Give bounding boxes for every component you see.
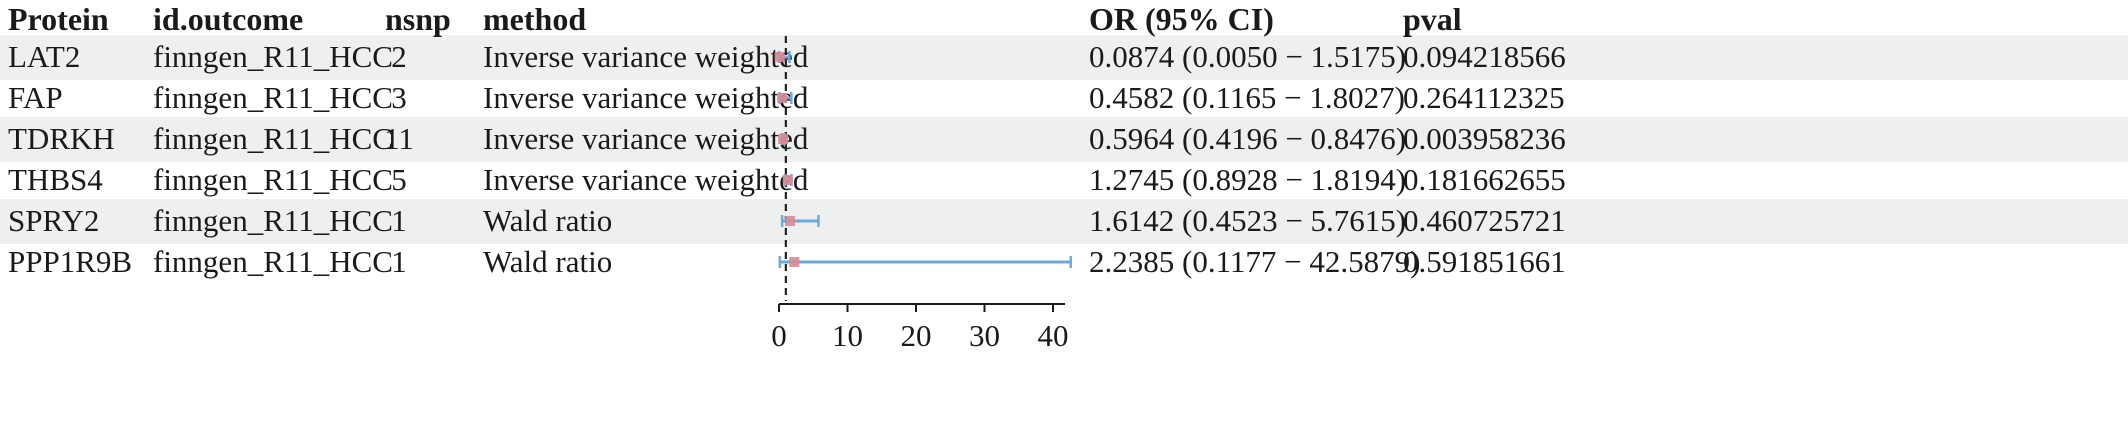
cell-protein: TDRKH (8, 121, 115, 156)
cell-method: Wald ratio (483, 203, 613, 238)
header-id-outcome: id.outcome (153, 1, 304, 37)
cell-or-ci: 1.6142 (0.4523 − 5.7615) (1089, 203, 1407, 238)
cell-id-outcome: finngen_R11_HCC (153, 162, 393, 197)
cell-nsnp: 2 (391, 39, 407, 74)
cell-nsnp: 11 (384, 121, 414, 156)
cell-method: Inverse variance weighted (483, 39, 809, 74)
cell-id-outcome: finngen_R11_HCC (153, 244, 393, 279)
point-estimate (785, 216, 796, 226)
cell-pval: 0.460725721 (1403, 203, 1566, 238)
cell-protein: PPP1R9B (8, 244, 133, 279)
cell-protein: FAP (8, 80, 63, 115)
cell-pval: 0.003958236 (1403, 121, 1566, 156)
header-nsnp: nsnp (385, 1, 451, 37)
cell-nsnp: 1 (391, 244, 407, 279)
cell-id-outcome: finngen_R11_HCC (153, 203, 393, 238)
cell-nsnp: 1 (391, 203, 407, 238)
x-tick-label: 10 (832, 318, 863, 353)
cell-pval: 0.264112325 (1403, 80, 1565, 115)
cell-method: Inverse variance weighted (483, 121, 809, 156)
point-estimate (789, 257, 800, 267)
cell-protein: THBS4 (8, 162, 103, 197)
cell-id-outcome: finngen_R11_HCC (153, 39, 393, 74)
x-tick-label: 40 (1038, 318, 1069, 353)
cell-or-ci: 2.2385 (0.1177 − 42.5879) (1089, 244, 1421, 279)
row-band (0, 116, 2128, 162)
cell-method: Inverse variance weighted (483, 162, 809, 197)
cell-nsnp: 3 (391, 80, 407, 115)
cell-pval: 0.181662655 (1403, 162, 1566, 197)
cell-method: Wald ratio (483, 244, 613, 279)
header-or-ci: OR (95% CI) (1089, 1, 1274, 37)
point-estimate (774, 52, 785, 62)
cell-id-outcome: finngen_R11_HCC (153, 80, 393, 115)
cell-or-ci: 0.4582 (0.1165 − 1.8027) (1089, 80, 1405, 115)
cell-or-ci: 0.0874 (0.0050 − 1.5175) (1089, 39, 1407, 74)
point-estimate (777, 93, 788, 103)
cell-protein: SPRY2 (8, 203, 100, 238)
x-tick-label: 30 (969, 318, 1000, 353)
cell-pval: 0.094218566 (1403, 39, 1566, 74)
cell-method: Inverse variance weighted (483, 80, 809, 115)
header-method: method (483, 1, 587, 37)
cell-or-ci: 1.2745 (0.8928 − 1.8194) (1089, 162, 1407, 197)
cell-pval: 0.591851661 (1403, 244, 1566, 279)
row-band (0, 198, 2128, 244)
cell-id-outcome: finngen_R11_HCC (153, 121, 393, 156)
header-pval: pval (1403, 1, 1462, 37)
point-estimate (778, 134, 789, 144)
cell-or-ci: 0.5964 (0.4196 − 0.8476) (1089, 121, 1407, 156)
header-protein: Protein (8, 1, 109, 37)
x-tick-label: 20 (901, 318, 932, 353)
cell-protein: LAT2 (8, 39, 81, 74)
cell-nsnp: 5 (391, 162, 407, 197)
x-tick-label: 0 (771, 318, 787, 353)
row-band (0, 34, 2128, 80)
point-estimate (782, 175, 793, 185)
